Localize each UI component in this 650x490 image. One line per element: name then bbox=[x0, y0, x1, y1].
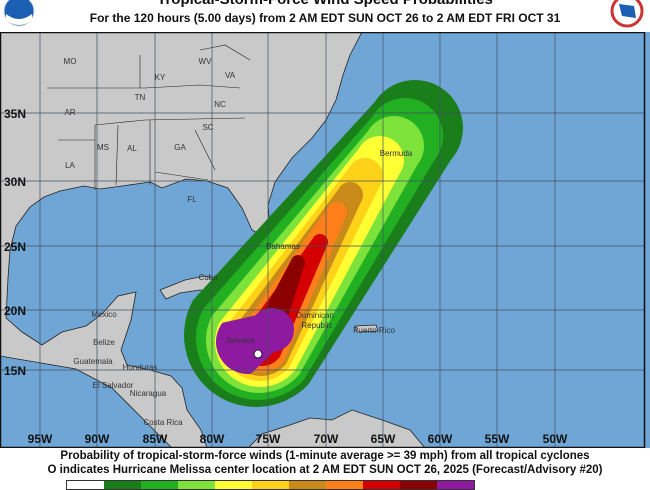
longitude-label: 70W bbox=[314, 432, 339, 446]
place-label: Nicaragua bbox=[130, 389, 167, 398]
probability-map: MO KY WV VA TN NC AR SC MS AL GA LA FL Mexico Belize Gu… bbox=[0, 32, 650, 448]
legend-swatch bbox=[104, 481, 141, 489]
legend-swatch bbox=[400, 481, 437, 489]
nws-logo bbox=[610, 0, 644, 28]
map-title: Tropical-Storm-Force Wind Speed Probabil… bbox=[0, 0, 650, 8]
noaa-logo bbox=[2, 0, 36, 28]
south-america bbox=[247, 409, 426, 448]
place-label: Honduras bbox=[123, 363, 158, 372]
longitude-label: 50W bbox=[543, 432, 568, 446]
legend-swatch bbox=[178, 481, 215, 489]
longitude-label: 85W bbox=[143, 432, 168, 446]
place-label: NC bbox=[214, 100, 226, 109]
contour-level-10 bbox=[216, 308, 294, 374]
place-label: WV bbox=[199, 57, 213, 66]
latitude-label: 20N bbox=[4, 304, 26, 318]
latitude-label: 35N bbox=[4, 107, 26, 121]
lat-lon-grid bbox=[0, 32, 645, 448]
place-labels: MO KY WV VA TN NC AR SC MS AL GA LA FL Mexico Belize Gu… bbox=[64, 57, 413, 427]
place-label: Belize bbox=[93, 338, 115, 347]
legend-swatch bbox=[67, 481, 104, 489]
place-label: Puerto Rico bbox=[353, 326, 395, 335]
place-label: El Salvador bbox=[93, 381, 134, 390]
place-label: Cuba bbox=[198, 273, 218, 282]
place-label: TN bbox=[135, 93, 146, 102]
map-subtitle: For the 120 hours (5.00 days) from 2 AM … bbox=[89, 11, 561, 25]
longitude-label: 90W bbox=[85, 432, 110, 446]
caption-line-1: Probability of tropical-storm-force wind… bbox=[60, 450, 590, 462]
longitude-label: 95W bbox=[28, 432, 53, 446]
place-label: Bahamas bbox=[266, 242, 300, 251]
place-label: Dominican bbox=[296, 311, 334, 320]
place-label: Jamaica bbox=[225, 336, 255, 345]
storm-center-marker bbox=[253, 349, 263, 359]
caption-line-2: O indicates Hurricane Melissa center loc… bbox=[47, 464, 603, 476]
legend-swatch bbox=[363, 481, 400, 489]
latitude-label: 25N bbox=[4, 240, 26, 254]
longitude-label: 75W bbox=[256, 432, 281, 446]
place-label: Costa Rica bbox=[143, 418, 183, 427]
north-america-land bbox=[0, 32, 363, 448]
place-label: Guatemala bbox=[73, 357, 113, 366]
place-label: MS bbox=[97, 143, 109, 152]
longitude-label: 55W bbox=[485, 432, 510, 446]
place-label: VA bbox=[225, 71, 236, 80]
latitude-label: 15N bbox=[4, 364, 26, 378]
place-label: Bermuda bbox=[380, 149, 413, 158]
legend-swatch bbox=[326, 481, 363, 489]
place-label: Mexico bbox=[91, 310, 117, 319]
legend-swatch bbox=[289, 481, 326, 489]
place-label: GA bbox=[174, 143, 186, 152]
place-label: Republic bbox=[301, 321, 332, 330]
place-label: KY bbox=[155, 73, 166, 82]
place-label: FL bbox=[187, 195, 197, 204]
state-borders bbox=[47, 44, 251, 190]
place-label: AL bbox=[127, 144, 137, 153]
longitude-label: 60W bbox=[428, 432, 453, 446]
place-label: AR bbox=[64, 108, 75, 117]
legend-swatch bbox=[141, 481, 178, 489]
puerto-rico bbox=[354, 324, 379, 333]
legend-swatch bbox=[215, 481, 252, 489]
place-label: MO bbox=[64, 57, 77, 66]
place-label: SC bbox=[202, 123, 213, 132]
probability-legend bbox=[66, 480, 475, 490]
longitude-label: 65W bbox=[371, 432, 396, 446]
probability-contours bbox=[184, 80, 463, 407]
place-label: LA bbox=[65, 161, 75, 170]
latitude-label: 30N bbox=[4, 175, 26, 189]
axis-labels: 95W 90W 85W 80W 75W 70W 65W 60W 55W 50W 35N 30N 25N 2… bbox=[4, 107, 568, 446]
legend-swatch bbox=[437, 481, 474, 489]
longitude-label: 80W bbox=[200, 432, 225, 446]
legend-swatch bbox=[252, 481, 289, 489]
